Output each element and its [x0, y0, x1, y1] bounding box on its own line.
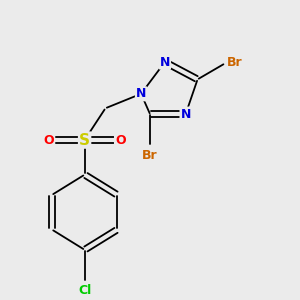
Text: O: O	[115, 134, 126, 146]
Text: N: N	[136, 87, 146, 100]
Text: Cl: Cl	[78, 284, 91, 298]
Text: S: S	[79, 133, 90, 148]
Text: Br: Br	[142, 149, 158, 162]
Text: Br: Br	[227, 56, 243, 68]
Text: N: N	[181, 107, 191, 121]
Text: N: N	[160, 56, 170, 68]
Text: O: O	[44, 134, 54, 146]
